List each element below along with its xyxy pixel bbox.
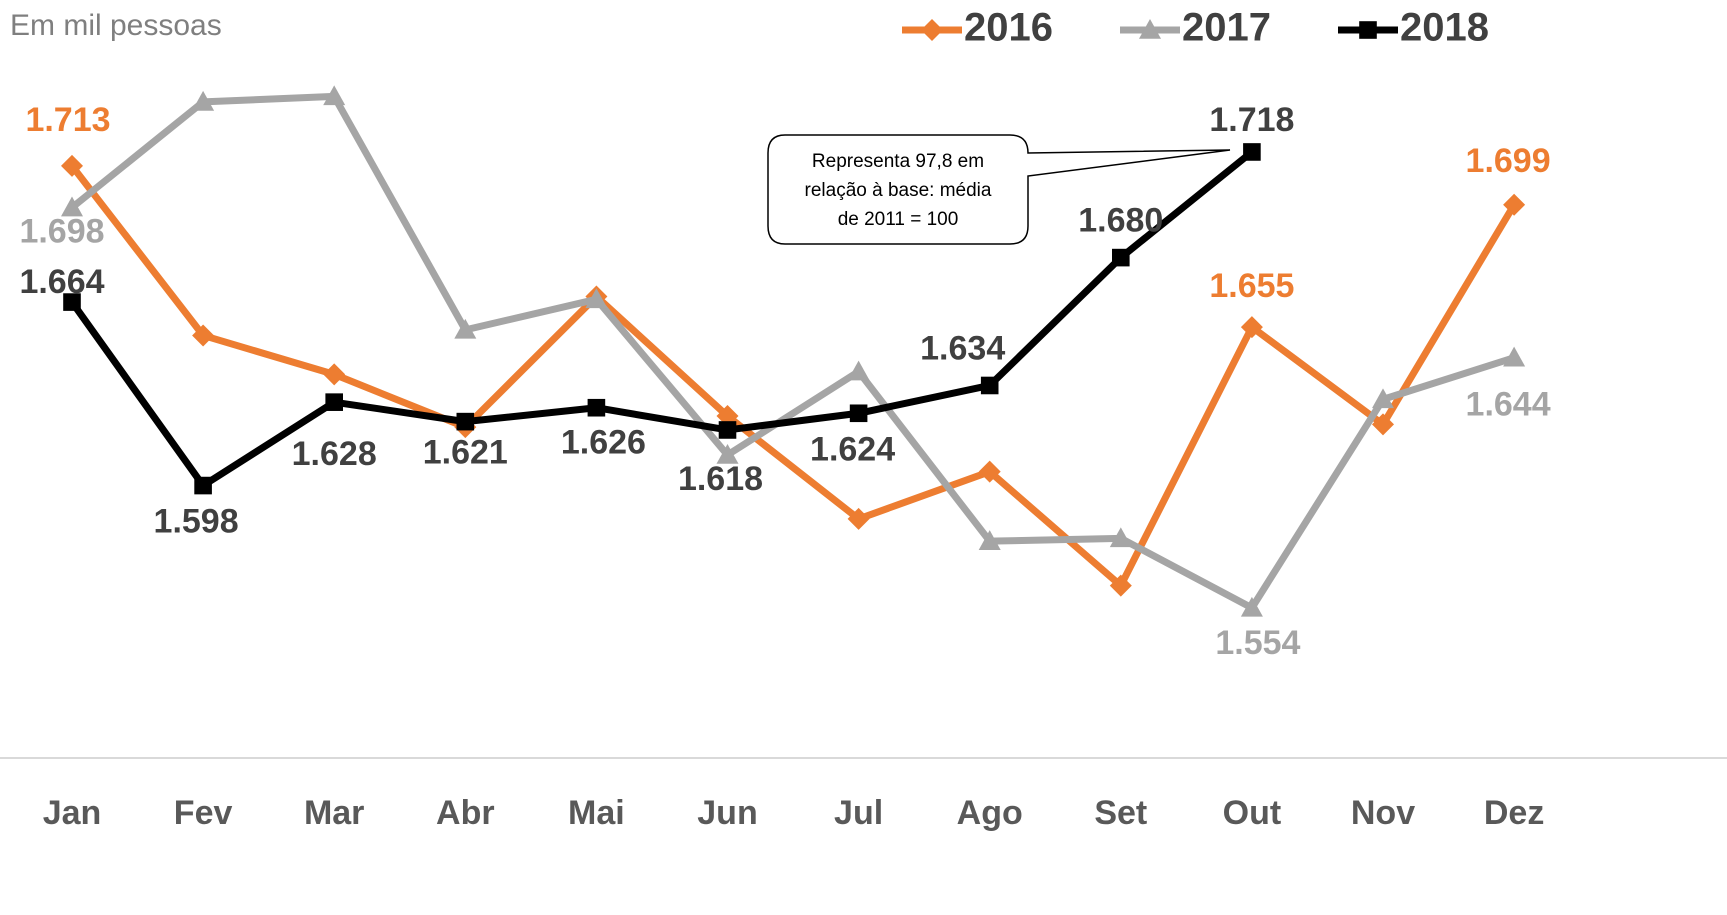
marker [1109, 574, 1132, 597]
marker [61, 154, 83, 177]
data-label: 1.554 [1215, 624, 1300, 662]
marker [1112, 248, 1130, 267]
marker [921, 19, 943, 41]
series-line [69, 92, 1516, 612]
legend-label: 2018 [1400, 6, 1489, 50]
annotation-line: Representa 97,8 em [812, 151, 984, 172]
x-tick-label: Jan [43, 794, 102, 832]
x-tick-label: Ago [957, 794, 1023, 832]
marker [1109, 527, 1132, 548]
data-label: 1.655 [1209, 267, 1294, 305]
marker [1372, 388, 1394, 409]
data-label: 1.626 [561, 424, 646, 462]
marker [718, 421, 737, 439]
chart-subtitle: Em mil pessoas [10, 9, 222, 42]
series-line [69, 163, 1518, 590]
series-line [69, 149, 1255, 490]
marker [456, 412, 475, 431]
x-tick-label: Nov [1351, 794, 1415, 832]
data-label: 1.621 [423, 434, 508, 472]
marker [1240, 596, 1263, 617]
marker [980, 376, 999, 395]
marker [192, 324, 215, 347]
marker [1372, 413, 1394, 436]
x-tick-label: Jul [834, 794, 883, 832]
marker [323, 363, 346, 386]
marker [585, 288, 608, 309]
data-label: 1.618 [678, 460, 763, 498]
x-tick-label: Abr [436, 794, 495, 832]
data-label: 1.699 [1466, 142, 1551, 180]
data-label: 1.664 [19, 263, 104, 301]
marker [1359, 21, 1377, 39]
marker [978, 530, 1001, 550]
marker [1243, 143, 1261, 161]
marker [323, 85, 346, 106]
marker [1240, 316, 1263, 339]
marker [63, 293, 81, 311]
annotation-line: relação à base: média [805, 180, 992, 201]
x-tick-label: Set [1094, 794, 1147, 832]
data-label: 1.644 [1466, 386, 1551, 424]
data-label: 1.634 [920, 329, 1005, 367]
data-label: 1.698 [19, 213, 104, 251]
x-tick-label: Out [1223, 794, 1282, 832]
data-label: 1.624 [810, 430, 895, 468]
marker [1503, 193, 1526, 216]
x-tick-label: Fev [174, 794, 233, 832]
marker [847, 507, 870, 530]
marker [587, 398, 606, 417]
data-label: 1.718 [1209, 101, 1294, 139]
data-label: 1.713 [25, 101, 110, 139]
callout-box [767, 134, 1231, 245]
data-label: 1.598 [154, 503, 239, 541]
legend-label: 2016 [964, 6, 1053, 50]
data-label: 1.680 [1078, 202, 1163, 240]
marker [849, 404, 868, 423]
data-label: 1.628 [292, 435, 377, 473]
annotation-line: de 2011 = 100 [838, 209, 959, 230]
marker [1139, 19, 1161, 39]
legend-label: 2017 [1182, 6, 1271, 50]
marker [847, 360, 870, 381]
marker [192, 90, 215, 111]
marker [1503, 346, 1526, 367]
marker [454, 318, 477, 339]
marker [978, 460, 1001, 483]
x-tick-label: Jun [697, 794, 757, 832]
x-tick-label: Mai [568, 794, 625, 832]
marker [61, 196, 83, 217]
marker [325, 393, 343, 411]
x-tick-label: Dez [1484, 794, 1544, 832]
marker [716, 443, 739, 464]
x-tick-label: Mar [304, 794, 364, 832]
marker [194, 476, 212, 495]
